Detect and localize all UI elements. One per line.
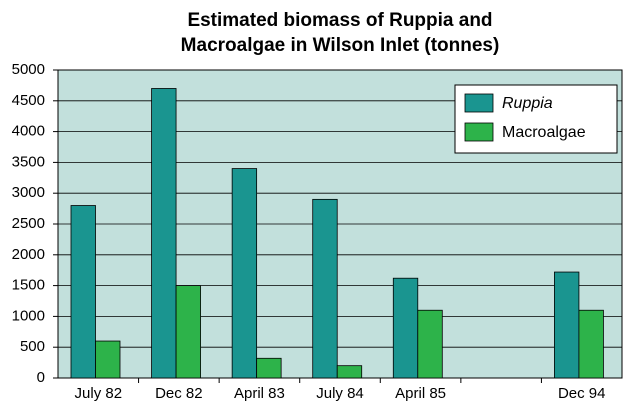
bar xyxy=(554,271,580,379)
bar xyxy=(151,88,177,379)
bar xyxy=(231,168,258,379)
x-tick-label: April 83 xyxy=(234,385,285,402)
legend-swatch xyxy=(464,122,494,142)
chart-title: Estimated biomass of Ruppia and xyxy=(187,10,492,31)
bar xyxy=(578,309,604,379)
x-tick-label: July 82 xyxy=(75,385,123,402)
y-tick-label: 5000 xyxy=(12,61,45,78)
bar xyxy=(417,309,443,379)
y-tick-label: 1500 xyxy=(12,277,45,294)
legend-swatch xyxy=(464,93,494,113)
bar xyxy=(392,277,419,379)
bar xyxy=(70,205,96,379)
y-tick-label: 3500 xyxy=(12,153,45,170)
bar xyxy=(256,357,282,379)
x-tick-label: Dec 82 xyxy=(155,385,203,402)
y-tick-label: 4500 xyxy=(12,92,45,109)
y-tick-label: 1000 xyxy=(12,307,45,324)
y-tick-label: 2000 xyxy=(12,246,45,263)
y-tick-label: 4000 xyxy=(12,123,45,140)
bar xyxy=(95,340,121,379)
bar xyxy=(312,198,338,379)
bar xyxy=(175,285,201,379)
x-tick-label: April 85 xyxy=(395,385,446,402)
bar xyxy=(336,365,363,379)
y-tick-label: 3000 xyxy=(12,184,45,201)
legend-label: Ruppia xyxy=(502,95,553,112)
y-tick-label: 0 xyxy=(37,369,45,386)
legend-label: Macroalgae xyxy=(502,124,586,141)
y-tick-label: 2500 xyxy=(12,215,45,232)
chart-title: Macroalgae in Wilson Inlet (tonnes) xyxy=(181,35,500,56)
y-tick-label: 500 xyxy=(20,338,45,355)
x-tick-label: Dec 94 xyxy=(558,385,606,402)
x-tick-label: July 84 xyxy=(316,385,364,402)
